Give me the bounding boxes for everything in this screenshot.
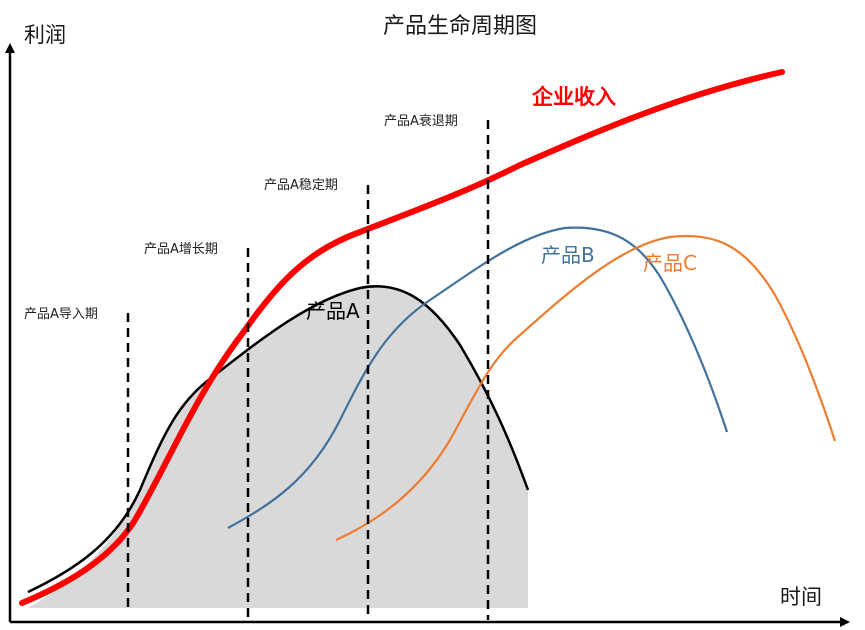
stage-label-growth: 产品A增长期 (144, 242, 218, 257)
diagram-title: 产品生命周期图 (383, 14, 537, 39)
y-axis-label: 利润 (24, 23, 66, 47)
product-a-curve (27, 285, 530, 594)
stage-label-decline: 产品A衰退期 (384, 113, 458, 129)
product-c-label: 产品C (643, 251, 697, 275)
stage-label-maturity: 产品A稳定期 (264, 177, 338, 193)
product-c-curve (335, 234, 837, 542)
product-a-area (28, 286, 528, 608)
product-b-label: 产品B (541, 243, 595, 267)
product-b-curve (227, 226, 729, 529)
product-a-label: 产品A (306, 299, 360, 323)
revenue-curve (19, 69, 785, 606)
stage-label-intro: 产品A导入期 (24, 307, 98, 322)
x-axis-label: 时间 (780, 585, 822, 609)
revenue-label: 企业收入 (531, 85, 616, 109)
